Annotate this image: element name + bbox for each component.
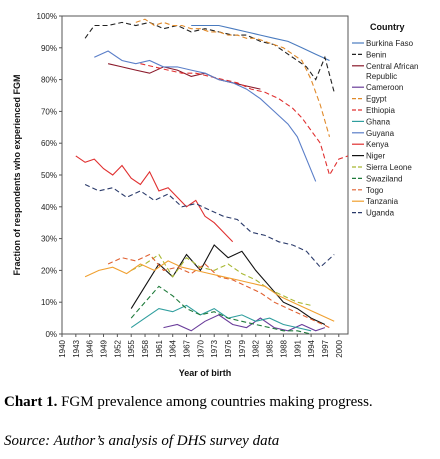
y-tick-label: 0% — [45, 330, 57, 339]
figure: 0% 10% 20% 30% 40% 50% 60% 70% 80% 90% 100% 1940 194… — [12, 12, 418, 378]
series-line-8 — [75, 155, 234, 243]
series-line-9 — [130, 244, 326, 325]
series-line-7 — [94, 50, 317, 182]
y-tick-label: 60% — [41, 139, 57, 148]
series-line-13 — [84, 260, 335, 322]
series-line-12 — [107, 253, 330, 329]
x-tick-label: 1985 — [266, 339, 275, 357]
legend-label-6: Ghana — [366, 117, 391, 126]
x-tick-label: 1940 — [58, 339, 67, 357]
y-tick-label: 90% — [41, 44, 57, 53]
legend-label-0: Burkina Faso — [366, 39, 414, 48]
legend-title: Country — [370, 22, 405, 32]
caption-label: Chart 1. — [4, 394, 58, 410]
y-tick-label: 20% — [41, 266, 57, 275]
x-tick-label: 1964 — [169, 339, 178, 357]
x-tick-label: 1952 — [113, 339, 122, 357]
caption-text: FGM prevalence among countries making pr… — [61, 394, 373, 410]
legend-label-14: Uganda — [366, 209, 395, 218]
y-tick-label: 70% — [41, 107, 57, 116]
legend-label-1: Benin — [366, 50, 386, 59]
y-tick-label: 80% — [41, 76, 57, 85]
legend-label-4: Egypt — [366, 95, 387, 104]
x-tick-label: 1973 — [210, 339, 219, 357]
series-line-1 — [84, 21, 335, 93]
figure-caption: Chart 1. FGM prevalence among countries … — [4, 393, 434, 411]
legend-label-9: Niger — [366, 152, 385, 161]
x-tick-label: 1997 — [321, 339, 330, 357]
legend-label-13: Tanzania — [366, 197, 399, 206]
x-axis-label: Year of birth — [179, 368, 232, 378]
legend-label-12: Togo — [366, 186, 384, 195]
x-tick-label: 1961 — [155, 339, 164, 357]
x-tick-label: 1979 — [238, 339, 247, 357]
legend-label-10: Sierra Leone — [366, 163, 412, 172]
x-tick-label: 1967 — [183, 339, 192, 357]
x-tick-label: 1946 — [86, 339, 95, 357]
legend-label-2: Republic — [366, 72, 397, 81]
x-tick-label: 1970 — [196, 339, 205, 357]
plot-frame — [61, 15, 349, 335]
x-tick-label: 1958 — [141, 339, 150, 357]
x-tick-label: 1994 — [307, 339, 316, 357]
series-line-3 — [163, 314, 326, 332]
x-tick-label: 1949 — [100, 339, 109, 357]
legend-label-2: Central African — [366, 62, 418, 71]
x-tick-label: 1943 — [72, 339, 81, 357]
series-line-4 — [135, 18, 331, 137]
x-tick-label: 2000 — [335, 339, 344, 357]
legend-label-3: Cameroon — [366, 83, 403, 92]
y-tick-label: 100% — [37, 12, 57, 21]
y-tick-label: 10% — [41, 298, 57, 307]
x-tick-label: 1991 — [293, 339, 302, 357]
y-tick-label: 50% — [41, 171, 57, 180]
series-line-0 — [191, 24, 330, 62]
legend-label-7: Guyana — [366, 129, 395, 138]
x-tick-label: 1982 — [252, 339, 261, 357]
x-tick-label: 1955 — [127, 339, 136, 357]
series-line-11 — [130, 285, 312, 335]
x-tick-label: 1976 — [224, 339, 233, 357]
legend-label-11: Swaziland — [366, 174, 402, 183]
series-line-14 — [84, 184, 335, 268]
y-tick-label: 40% — [41, 203, 57, 212]
series-line-10 — [130, 253, 312, 306]
series-line-5 — [140, 63, 349, 177]
source-note: Source: Author’s analysis of DHS survey … — [4, 433, 280, 449]
series-line-6 — [130, 304, 312, 332]
legend-label-8: Kenya — [366, 140, 389, 149]
y-axis-label: Fraction of respondents who experienced … — [12, 74, 22, 275]
fgm-line-chart: 0% 10% 20% 30% 40% 50% 60% 70% 80% 90% 100% 1940 194… — [12, 12, 418, 378]
x-tick-label: 1988 — [279, 339, 288, 357]
legend-label-5: Ethiopia — [366, 106, 395, 115]
y-tick-label: 30% — [41, 235, 57, 244]
